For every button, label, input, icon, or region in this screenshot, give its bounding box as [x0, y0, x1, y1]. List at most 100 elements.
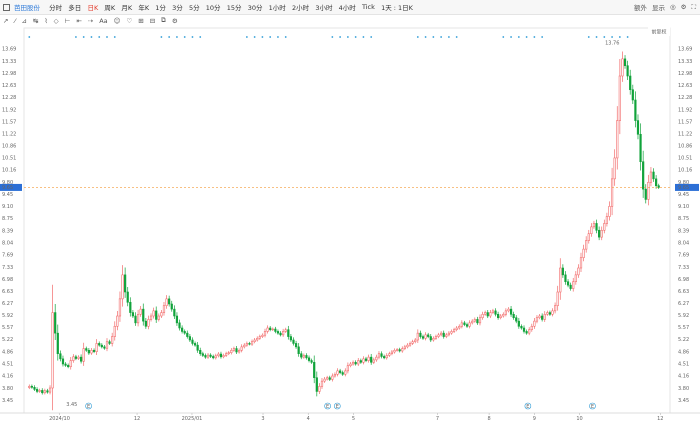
event-dot	[339, 36, 342, 38]
favorite-icon[interactable]: ♡	[126, 16, 133, 25]
candle	[605, 216, 609, 224]
candle	[136, 313, 140, 324]
candle	[561, 267, 564, 276]
adjust-button-bg[interactable]	[648, 27, 670, 36]
event-marker[interactable]	[324, 402, 331, 410]
tab-timeframe[interactable]: 10分	[205, 4, 221, 12]
extra-button[interactable]: 额外	[633, 4, 647, 12]
candle	[566, 281, 570, 286]
tab-timeframe[interactable]: 3分	[172, 4, 183, 12]
candle	[351, 361, 355, 365]
tab-timeframe[interactable]: 1天 : 1日K	[381, 4, 413, 12]
event-marker[interactable]	[85, 402, 92, 410]
gear-icon[interactable]: ⚙	[171, 16, 178, 25]
line-icon[interactable]: ⁄	[14, 16, 16, 25]
candle	[147, 319, 150, 327]
y-tick-label-right: 6.27	[678, 301, 689, 307]
candle	[634, 99, 637, 121]
tab-timeframe-active[interactable]: 日K	[87, 4, 99, 12]
trend-line-icon[interactable]: ↗	[3, 16, 9, 25]
tab-timeframe[interactable]: 周K	[104, 4, 116, 12]
candle	[72, 356, 75, 361]
tab-timeframe[interactable]: 4小时	[338, 4, 356, 12]
tab-timeframe[interactable]: 1小时	[268, 4, 286, 12]
candle	[188, 336, 191, 341]
candle	[28, 385, 31, 388]
event-marker-label: E	[526, 404, 529, 410]
tab-timeframe[interactable]: 3小时	[315, 4, 333, 12]
y-tick-label-right: 10.16	[678, 168, 692, 174]
range-icon[interactable]: ↹	[33, 16, 39, 25]
candle	[494, 310, 497, 315]
event-dot	[510, 36, 512, 38]
tab-timeframe[interactable]: 年K	[138, 4, 150, 12]
candle	[419, 332, 422, 337]
event-dot	[284, 36, 287, 38]
candle	[349, 363, 352, 367]
tab-timeframe[interactable]: 30分	[247, 4, 263, 12]
current-price-label-right: 9.65	[678, 185, 689, 191]
arrow-left-icon[interactable]: ⇤	[76, 16, 82, 25]
candle	[649, 171, 653, 183]
stock-name[interactable]: 芭田股份	[14, 4, 40, 12]
x-tick-label: 3	[261, 416, 264, 422]
arrow-right-icon[interactable]: ⇢	[87, 16, 94, 25]
tab-timeframe[interactable]: 多日	[68, 4, 82, 12]
tab-timeframe[interactable]: 分时	[49, 4, 63, 12]
tab-timeframe[interactable]: 月K	[121, 4, 133, 12]
candle	[598, 229, 601, 238]
tab-timeframe[interactable]: 1分	[155, 4, 166, 12]
candle	[297, 346, 300, 355]
x-tick-label: 5	[352, 416, 355, 422]
event-dot	[28, 36, 31, 38]
candle	[595, 223, 598, 231]
candle	[626, 65, 629, 77]
candle	[61, 358, 65, 365]
candle	[217, 353, 220, 357]
camera-icon[interactable]: ◎	[669, 3, 676, 11]
emoji-icon[interactable]: ☺	[113, 16, 121, 25]
y-tick-label-left: 9.10	[2, 204, 13, 210]
display-button[interactable]: 显示	[651, 4, 665, 12]
event-dot	[354, 36, 357, 38]
event-marker[interactable]	[524, 402, 532, 410]
tab-timeframe[interactable]: 15分	[226, 4, 242, 12]
triangle-icon[interactable]: ⊿	[21, 16, 27, 25]
copy-icon[interactable]: ⧉	[161, 16, 166, 24]
y-tick-label-left: 11.22	[2, 131, 16, 137]
candle	[315, 377, 318, 392]
candle	[271, 328, 274, 331]
settings-icon[interactable]: ⚙	[680, 3, 687, 11]
tab-timeframe[interactable]: Tick	[361, 3, 375, 11]
candle	[284, 329, 287, 332]
event-marker[interactable]	[334, 402, 341, 410]
current-price-label-left: 9.65	[2, 185, 13, 191]
window-icon[interactable]	[3, 3, 10, 11]
candle	[183, 331, 186, 334]
grid-icon[interactable]: ⊞	[138, 16, 144, 25]
tab-timeframe[interactable]: 2小时	[292, 4, 310, 12]
event-dot	[587, 36, 590, 38]
text-icon[interactable]: Aa	[99, 16, 108, 25]
fullscreen-icon[interactable]: ⛶	[691, 2, 696, 11]
candle	[235, 348, 238, 353]
tab-timeframe[interactable]: 5分	[188, 4, 200, 12]
candle	[199, 349, 202, 355]
x-tick-label: 2024/10	[49, 416, 70, 422]
candle	[442, 332, 445, 337]
event-dot	[541, 36, 544, 38]
event-dot	[618, 36, 621, 38]
measure-icon[interactable]: ⊢	[64, 16, 71, 25]
candle	[118, 298, 122, 317]
candle	[582, 248, 585, 259]
candle	[204, 355, 207, 358]
shape-icon[interactable]: ◇	[53, 16, 59, 25]
y-tick-label-left: 3.80	[2, 386, 13, 392]
wave-icon[interactable]: ⌇	[44, 16, 48, 25]
event-marker[interactable]	[589, 402, 596, 410]
layout-icon[interactable]: ⊟	[149, 16, 156, 25]
y-tick-label-right: 10.86	[678, 144, 692, 150]
candle	[406, 344, 409, 348]
candle	[610, 178, 614, 207]
